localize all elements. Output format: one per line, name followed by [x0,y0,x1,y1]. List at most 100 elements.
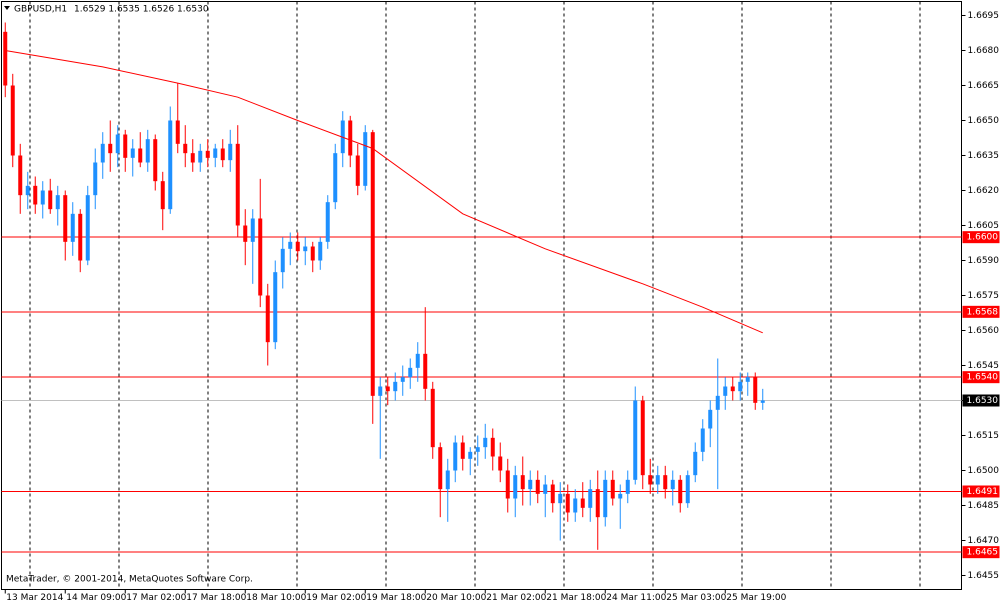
candle-body [490,437,495,457]
candle-body [640,400,645,476]
grid [29,1,921,590]
candle-body [235,143,240,226]
candle-body [603,479,608,518]
candle-body [115,134,120,154]
candle-body [565,493,570,513]
candle-body [385,386,390,392]
x-tick-label: 21 Mar 18:00 [546,593,606,603]
y-tick-label: 1.6590 [968,256,1000,266]
candle-body [25,185,30,196]
x-tick-label: 19 Mar 18:00 [366,593,426,603]
candle-body [708,409,713,429]
y-tick-label: 1.6650 [968,116,1000,126]
candle-body [333,153,338,203]
candle-body [723,386,728,396]
y-tick-label: 1.6575 [968,291,1000,301]
candle-body [288,241,293,249]
level-label: 1.6491 [967,487,999,497]
candle-body [453,442,458,471]
x-tick-label: 19 Mar 02:00 [306,593,366,603]
candle-body [483,437,488,448]
candle-body [633,400,638,480]
x-tick-label: 21 Mar 02:00 [486,593,546,603]
level-label-box [962,231,1000,244]
candle-body [535,479,540,494]
level-label-box [962,485,1000,498]
candle-body [685,475,690,504]
candle-body [498,456,503,471]
candle-body [573,498,578,513]
candle-body [303,246,308,252]
candle-body [70,213,75,242]
candle-body [33,185,38,205]
candle-body [138,148,143,163]
candle-body [760,400,765,403]
x-tick-label: 14 Mar 09:00 [66,593,126,603]
level-label-box [962,546,1000,559]
candle-body [175,120,180,144]
candle-body [408,367,413,378]
x-tick-label: 25 Mar 19:00 [726,593,786,603]
candle-body [528,479,533,490]
candle-body [655,475,660,485]
candle-body [505,470,510,499]
candle-body [78,213,83,261]
candle-body [543,484,548,494]
y-tick-label: 1.6470 [968,536,1000,546]
candle-body [183,143,188,154]
candle-body [588,489,593,508]
candle-body [100,143,105,163]
candle-body [55,195,60,210]
candle-body [730,386,735,392]
candle-body [445,470,450,490]
x-tick-label: 25 Mar 03:00 [666,593,726,603]
x-tick-label: 20 Mar 10:00 [426,593,486,603]
candle-body [355,155,360,186]
candle-body [625,479,630,494]
candle-body [168,120,173,210]
x-tick-label: 18 Mar 10:00 [246,593,306,603]
x-tick-label: 17 Mar 02:00 [126,593,186,603]
level-label: 1.6568 [967,307,999,317]
y-tick-label: 1.6560 [968,326,1000,336]
x-tick-label: 24 Mar 11:00 [606,593,666,603]
y-tick-label: 1.6665 [968,81,1000,91]
candle-body [400,377,405,382]
candle-body [198,150,203,163]
candle-body [475,447,480,452]
candle-body [468,451,473,459]
candle-body [205,150,210,158]
chart-title: GBPUSD,H1 [14,5,67,15]
candle-body [93,162,98,196]
current-price-label: 1.6530 [967,396,999,406]
candle-body [618,493,623,499]
candle-body [250,218,255,242]
candle-body [325,202,330,242]
candle-body [318,241,323,261]
level-label: 1.6600 [967,233,999,243]
candle-body [85,195,90,261]
candle-body [3,31,8,86]
candle-body [48,190,53,210]
candle-body [558,493,563,504]
candle-body [745,377,750,382]
candle-body [108,143,113,154]
candle-body [295,241,300,252]
level-label: 1.6540 [967,373,999,383]
y-tick-label: 1.6620 [968,186,1000,196]
candle-body [153,139,158,182]
y-tick-label: 1.6695 [968,11,1000,21]
chart-subtitle: 1.6529 1.6535 1.6526 1.6530 [74,5,209,15]
candle-body [580,498,585,508]
candle-body [123,134,128,158]
candle-body [438,447,443,490]
x-tick-label: 17 Mar 18:00 [186,593,246,603]
candle-body [370,132,375,396]
candle-body [258,218,263,296]
symbol-marker [4,6,10,10]
candle-body [648,475,653,485]
candle-body [280,248,285,273]
candle-body [700,428,705,452]
